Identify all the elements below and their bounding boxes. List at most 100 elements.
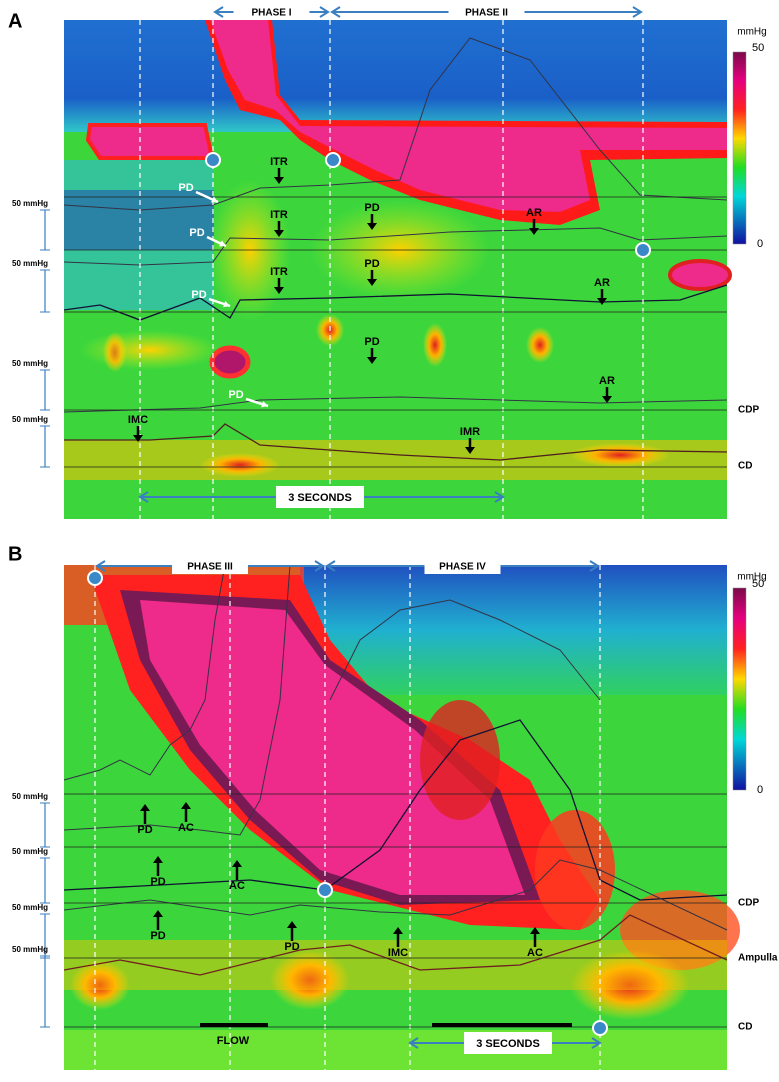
scale-label: 50 mmHg — [12, 259, 48, 268]
scale-label: 50 mmHg — [12, 199, 48, 208]
marker-dot — [635, 242, 651, 258]
arrow-head — [589, 560, 600, 572]
arrow-head — [274, 177, 284, 184]
scale-label: 50 mmHg — [12, 903, 48, 912]
arrow-head — [529, 228, 539, 235]
topography-background — [64, 20, 740, 1070]
arrow-head — [367, 357, 377, 364]
arrow-head — [367, 223, 377, 230]
arrow-head — [219, 240, 226, 247]
scale-label: 50 mmHg — [12, 847, 48, 856]
annotation: AR — [526, 207, 542, 219]
trace-label: CD — [738, 1022, 752, 1033]
annotation: PD — [189, 227, 204, 239]
arrow-head — [597, 298, 607, 305]
arrow-head — [211, 196, 218, 203]
annotation: AC — [527, 947, 543, 959]
colorbar — [732, 51, 747, 245]
scale-label: 50 mmHg — [12, 792, 48, 801]
arrow-head — [393, 927, 403, 934]
annotation: IMC — [128, 414, 148, 426]
phase-label: PHASE I — [251, 8, 291, 19]
annotation: PD — [364, 336, 379, 348]
arrow-head — [602, 396, 612, 403]
colorbar-min: 0 — [757, 784, 763, 796]
phase-label: PHASE III — [187, 562, 233, 573]
time-scale-label: 3 SECONDS — [476, 1038, 540, 1050]
phase-label-bg — [448, 4, 525, 20]
arrow-head — [232, 860, 242, 867]
arrow-head — [319, 6, 330, 18]
annotation: PD — [284, 941, 299, 953]
phase-label: PHASE II — [465, 8, 508, 19]
marker-dot — [325, 152, 341, 168]
arrow-head — [133, 435, 143, 442]
panel-label: A — [8, 10, 22, 32]
arrow-head — [465, 447, 475, 454]
marker-dot — [205, 152, 221, 168]
colorbar-unit: mmHg — [737, 27, 766, 38]
arrow-head — [274, 287, 284, 294]
flow-label: FLOW — [217, 1035, 250, 1047]
arrow-head — [408, 1037, 419, 1049]
arrow-head — [494, 491, 505, 503]
annotation: PD — [364, 258, 379, 270]
annotation: PD — [228, 389, 243, 401]
arrow-head — [223, 300, 230, 308]
scale-label: 50 mmHg — [12, 945, 48, 954]
marker-dot — [87, 570, 103, 586]
annotation: PD — [191, 289, 206, 301]
arrow-head — [530, 927, 540, 934]
annotation: AC — [178, 822, 194, 834]
annotation: PD — [178, 182, 193, 194]
annotation: PD — [137, 824, 152, 836]
colorbar-unit: mmHg — [737, 572, 766, 583]
phase-label-bg — [424, 558, 501, 574]
annotation: PD — [364, 202, 379, 214]
arrow-head — [287, 921, 297, 928]
arrow-head — [330, 6, 341, 18]
time-scale-box — [464, 1032, 552, 1054]
trace-label: CDP — [738, 898, 759, 909]
arrow-head — [274, 230, 284, 237]
annotation: ITR — [270, 156, 288, 168]
marker-dot — [317, 882, 333, 898]
trace-label: CDP — [738, 405, 759, 416]
annotation: AR — [594, 277, 610, 289]
arrow-head — [153, 856, 163, 863]
arrow-head — [138, 491, 149, 503]
arrow-head — [153, 910, 163, 917]
colorbar — [732, 587, 747, 791]
colorbar-max: 50 — [752, 578, 764, 590]
annotation: AC — [229, 880, 245, 892]
trace-label: CD — [738, 461, 752, 472]
annotation: PD — [150, 876, 165, 888]
arrow-head — [95, 560, 106, 572]
arrow-head — [325, 560, 336, 572]
annotation: IMC — [388, 947, 408, 959]
colorbar-min: 0 — [757, 238, 763, 250]
arrow-head — [591, 1037, 602, 1049]
annotation: AR — [599, 375, 615, 387]
phase-label: PHASE IV — [439, 562, 486, 573]
marker-dot — [592, 1020, 608, 1036]
annotation: IMR — [460, 426, 480, 438]
annotation: ITR — [270, 266, 288, 278]
arrow-head — [140, 804, 150, 811]
trace-label: Ampulla — [738, 953, 778, 964]
phase-label-bg — [233, 4, 310, 20]
arrow-head — [632, 6, 643, 18]
scale-label: 50 mmHg — [12, 359, 48, 368]
arrow-head — [261, 400, 268, 408]
scale-label: 50 mmHg — [12, 415, 48, 424]
colorbar-max: 50 — [752, 42, 764, 54]
annotation: ITR — [270, 209, 288, 221]
panel-label: B — [8, 543, 22, 565]
time-scale-label: 3 SECONDS — [288, 492, 352, 504]
arrow-head — [213, 6, 224, 18]
arrow-head — [314, 560, 325, 572]
time-scale-box — [276, 486, 364, 508]
phase-label-bg — [172, 558, 248, 574]
annotation: PD — [150, 930, 165, 942]
